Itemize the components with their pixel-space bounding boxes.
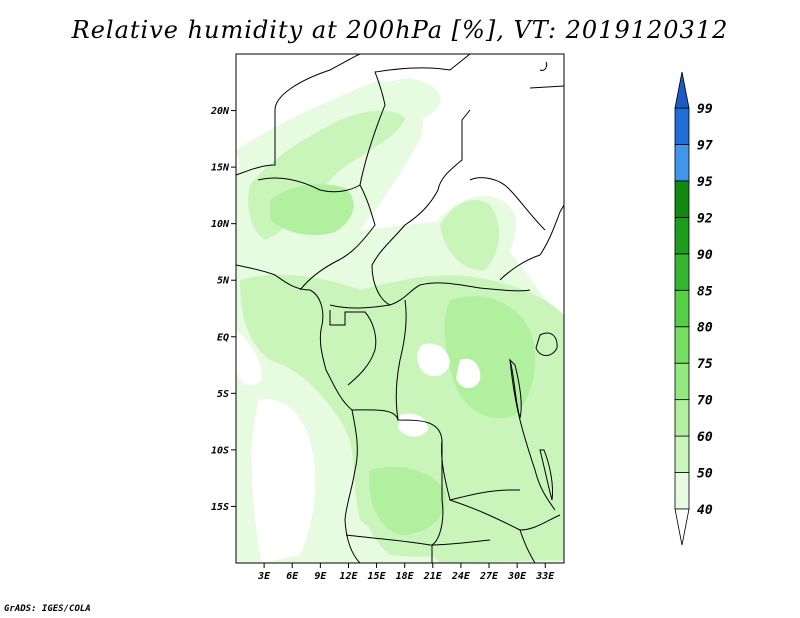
red-sea-coast — [529, 61, 564, 89]
lon-tick-label: 12E — [339, 571, 358, 582]
border-west-africa — [236, 54, 361, 176]
lon-tick-label: 15E — [368, 571, 387, 582]
borders — [236, 54, 564, 563]
colorbar-swatch — [674, 144, 690, 182]
colorbar-swatch — [674, 326, 690, 364]
rh-band-70 — [270, 184, 354, 236]
border-ethiopia — [469, 177, 546, 231]
lat-tick-label: 10S — [211, 445, 229, 456]
lon-tick-label: 24E — [451, 571, 471, 582]
lake-victoria — [535, 332, 558, 356]
colorbar-label: 90 — [697, 248, 713, 263]
latitude-axis: 20N 15N 10N 5N EQ 5S 10S 15S — [210, 106, 236, 513]
coastline — [236, 264, 361, 563]
colorbar-label: 99 — [697, 102, 713, 117]
lat-tick-label: 5S — [217, 389, 229, 400]
colorbar-swatch — [674, 107, 690, 145]
colorbar-swatch — [674, 472, 690, 510]
figure-title: Relative humidity at 200hPa [%], VT: 201… — [71, 16, 729, 44]
border-congo — [329, 310, 377, 386]
colorbar-swatch — [674, 180, 690, 218]
rh-dry-patch-3 — [456, 358, 481, 389]
colorbar-top-arrow — [674, 71, 690, 109]
colorbar: 40 50 60 70 75 80 85 90 92 95 97 99 — [674, 71, 713, 546]
border-nigeria — [257, 177, 376, 291]
lon-tick-label: 27E — [479, 571, 499, 582]
rh-dry-patch-2 — [417, 343, 450, 377]
colorbar-label: 75 — [697, 357, 713, 372]
lon-tick-label: 30E — [507, 571, 527, 582]
rh-dry-patch-4 — [398, 413, 428, 437]
lon-tick-label: 9E — [314, 571, 327, 582]
colorbar-swatch — [674, 216, 690, 255]
credit-text: GrADS: IGES/COLA — [4, 604, 91, 614]
lon-tick-label: 3E — [257, 571, 271, 582]
humidity-field — [236, 78, 564, 563]
lake-malawi — [539, 449, 553, 501]
rh-band-70-south — [369, 466, 446, 535]
lon-tick-label: 18E — [396, 571, 415, 582]
colorbar-swatch — [674, 362, 690, 401]
border-chad — [359, 54, 471, 186]
colorbar-swatch — [674, 435, 690, 473]
border-car — [329, 282, 531, 309]
colorbar-bottom-arrow — [674, 508, 690, 546]
map-frame — [235, 53, 565, 564]
lat-tick-label: 15N — [211, 163, 230, 174]
colorbar-swatch — [674, 289, 690, 328]
rh-dry-patch-1 — [251, 399, 316, 563]
border-east — [499, 204, 564, 281]
lake-tanganyika — [509, 358, 522, 419]
lat-tick-label: 5N — [217, 276, 230, 287]
colorbar-label: 70 — [697, 394, 713, 409]
lon-tick-label: 33E — [535, 571, 555, 582]
colorbar-label: 50 — [697, 467, 713, 482]
lat-tick-label: 15S — [211, 502, 229, 513]
border-mozambique — [519, 529, 536, 563]
border-drc — [395, 299, 520, 501]
rh-dry-patch-5 — [236, 330, 262, 386]
lat-tick-label: 10N — [211, 219, 230, 230]
colorbar-label: 85 — [697, 284, 713, 299]
border-zambia — [449, 499, 561, 531]
colorbar-label: 92 — [697, 211, 713, 226]
lat-tick-label: 20N — [210, 106, 230, 117]
lon-tick-label: 21E — [423, 571, 443, 582]
colorbar-swatch — [674, 253, 690, 291]
colorbar-label: 40 — [697, 503, 713, 518]
colorbar-label: 60 — [697, 430, 713, 445]
colorbar-label: 80 — [697, 321, 713, 336]
border-namibia — [345, 534, 491, 546]
lon-tick-label: 6E — [286, 571, 299, 582]
lat-tick-label: EQ — [217, 332, 229, 343]
longitude-axis: 3E 6E 9E 12E 15E 18E 21E 24E 27E 30E 33E — [257, 563, 555, 582]
border-sudan — [371, 109, 471, 306]
colorbar-label: 97 — [697, 138, 713, 153]
colorbar-swatch — [674, 399, 690, 437]
border-great-lakes — [509, 359, 556, 511]
colorbar-label: 95 — [697, 175, 713, 190]
rh-band-60-east — [440, 200, 500, 271]
